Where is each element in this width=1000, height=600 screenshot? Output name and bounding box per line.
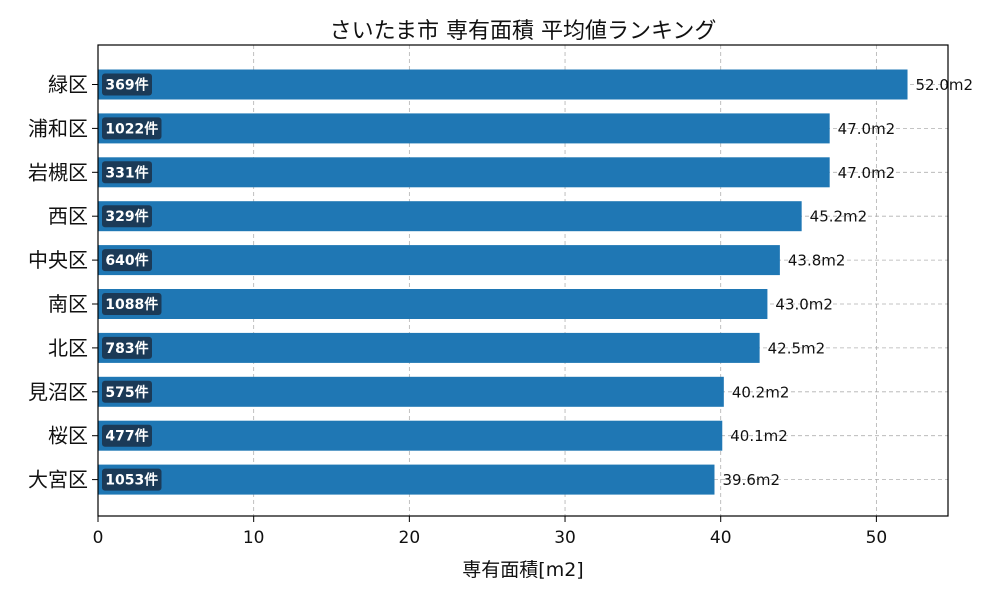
chart-title: さいたま市 専有面積 平均値ランキング: [330, 19, 717, 44]
y-tick-label: 大宮区: [28, 468, 88, 492]
y-tick-label: 見沼区: [28, 380, 88, 404]
value-label: 43.8m2: [788, 252, 846, 270]
x-tick-label: 10: [243, 528, 265, 548]
bar: [98, 245, 780, 276]
bar: [98, 332, 760, 363]
value-label: 42.5m2: [768, 339, 826, 357]
x-tick-label: 20: [399, 528, 421, 548]
x-tick-label: 50: [866, 528, 888, 548]
count-label: 640件: [105, 252, 148, 269]
y-tick-label: 浦和区: [28, 116, 88, 140]
count-label: 477件: [105, 428, 148, 445]
y-tick-label: 北区: [48, 336, 88, 360]
bar: [98, 157, 830, 188]
count-label: 1088件: [105, 296, 158, 313]
label-layer: 369件 52.0m2 1022件 47.0m2 331件 47.0m2 329件 45.2m…: [102, 73, 974, 491]
count-label: 783件: [105, 340, 148, 357]
bar: [98, 376, 724, 407]
y-tick-label: 南区: [48, 292, 88, 316]
x-tick-label: 0: [93, 528, 104, 548]
bar: [98, 201, 802, 232]
count-badge: [102, 117, 162, 140]
y-tick-label: 岩槻区: [28, 160, 88, 184]
count-badge: [102, 468, 162, 491]
count-badge: [102, 249, 152, 272]
bar-layer: [98, 69, 908, 495]
count-badge: [102, 424, 152, 447]
x-axis-ticks: 0 10 20 30 40 50: [93, 516, 888, 548]
count-label: 1022件: [105, 120, 158, 137]
count-label: 329件: [105, 208, 148, 225]
bar: [98, 420, 723, 451]
value-label: 43.0m2: [775, 296, 833, 314]
count-badge: [102, 205, 152, 228]
count-badge: [102, 73, 152, 96]
value-label: 52.0m2: [916, 76, 974, 94]
count-label: 575件: [105, 384, 148, 401]
plot-frame: [97, 44, 949, 517]
bar: [98, 113, 830, 144]
y-tick-label: 西区: [48, 204, 88, 228]
value-label: 39.6m2: [722, 471, 780, 489]
y-tick-label: 中央区: [28, 248, 88, 272]
count-badge: [102, 380, 152, 403]
value-label: 47.0m2: [838, 164, 896, 182]
bar: [98, 69, 908, 100]
x-tick-label: 30: [554, 528, 576, 548]
value-label: 40.1m2: [730, 427, 788, 445]
value-label: 45.2m2: [810, 208, 868, 226]
count-badge: [102, 336, 152, 359]
count-label: 369件: [105, 77, 148, 94]
count-label: 331件: [105, 164, 148, 181]
value-label: 40.2m2: [732, 383, 790, 401]
bar: [98, 464, 715, 495]
count-badge: [102, 293, 162, 315]
count-label: 1053件: [105, 472, 158, 489]
x-tick-label: 40: [710, 528, 732, 548]
y-tick-label: 緑区: [48, 73, 88, 97]
y-tick-label: 桜区: [48, 424, 88, 448]
count-badge: [102, 161, 152, 184]
value-label: 47.0m2: [838, 120, 896, 138]
x-axis-label: 専有面積[m2]: [462, 559, 583, 581]
bar: [98, 289, 768, 319]
